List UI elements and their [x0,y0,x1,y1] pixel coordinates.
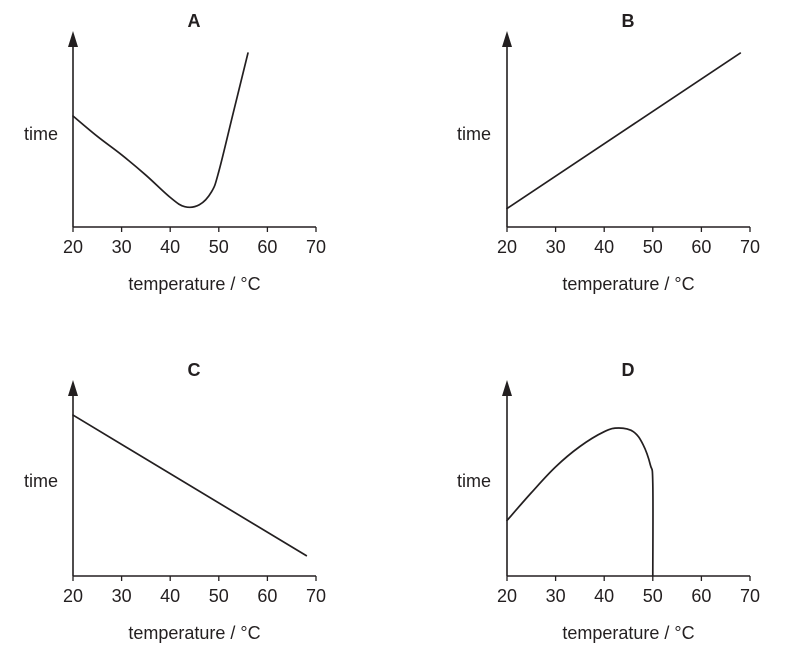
panel-a-x-tick-label: 20 [63,237,83,257]
panel-d-x-label: temperature / °C [562,623,694,643]
panel-b-x-label: temperature / °C [562,274,694,294]
panel-c-x-tick-label: 50 [209,586,229,606]
panel-a-x-tick-label: 70 [306,237,326,257]
panel-c-x-tick-label: 20 [63,586,83,606]
panel-d-series-line [506,427,654,577]
panel-b-x-tick-label: 50 [643,237,663,257]
panel-c-series-line [72,414,308,557]
panel-b-y-axis-arrow [502,31,512,47]
panel-b-title: B [622,11,635,31]
panel-a-series-line [72,52,249,209]
panel-b-x-tick-label: 40 [594,237,614,257]
panel-d-x-tick-label: 70 [740,586,760,606]
panel-c-x-label: temperature / °C [128,623,260,643]
panel-a-x-tick-label: 60 [257,237,277,257]
panel-a: A 20 30 40 50 60 70 temperature / °C time [24,11,326,294]
panel-c-y-axis-arrow [68,380,78,396]
panel-d-title: D [622,360,635,380]
panel-d-x-tick-label: 30 [546,586,566,606]
panel-b-x-tick-label: 60 [691,237,711,257]
panel-a-y-axis-arrow [68,31,78,47]
panel-b-y-label: time [457,124,491,144]
panel-d-y-axis-arrow [502,380,512,396]
panel-a-title: A [188,11,201,31]
panel-b-x-tick-label: 70 [740,237,760,257]
panel-b-x-tick-label: 30 [546,237,566,257]
panel-c-y-label: time [24,471,58,491]
panel-d: D 20 30 40 50 60 70 temperature / °C time [457,360,760,643]
panel-a-x-tick-label: 50 [209,237,229,257]
panel-a-y-label: time [24,124,58,144]
panel-a-x-tick-label: 40 [160,237,180,257]
panel-c-x-tick-label: 60 [257,586,277,606]
panel-a-x-label: temperature / °C [128,274,260,294]
panel-d-x-tick-label: 60 [691,586,711,606]
panel-d-x-tick-label: 50 [643,586,663,606]
panel-b: B 20 30 40 50 60 70 temperature / °C time [457,11,760,294]
panel-c: C 20 30 40 50 60 70 temperature / °C time [24,360,326,643]
panel-c-x-tick-label: 70 [306,586,326,606]
panel-c-x-tick-label: 30 [112,586,132,606]
panel-c-title: C [188,360,201,380]
panel-b-series-line [506,52,742,210]
panel-a-x-tick-label: 30 [112,237,132,257]
panel-b-x-tick-label: 20 [497,237,517,257]
panel-d-y-label: time [457,471,491,491]
panel-c-x-tick-label: 40 [160,586,180,606]
panel-d-x-tick-label: 20 [497,586,517,606]
panel-d-x-tick-label: 40 [594,586,614,606]
